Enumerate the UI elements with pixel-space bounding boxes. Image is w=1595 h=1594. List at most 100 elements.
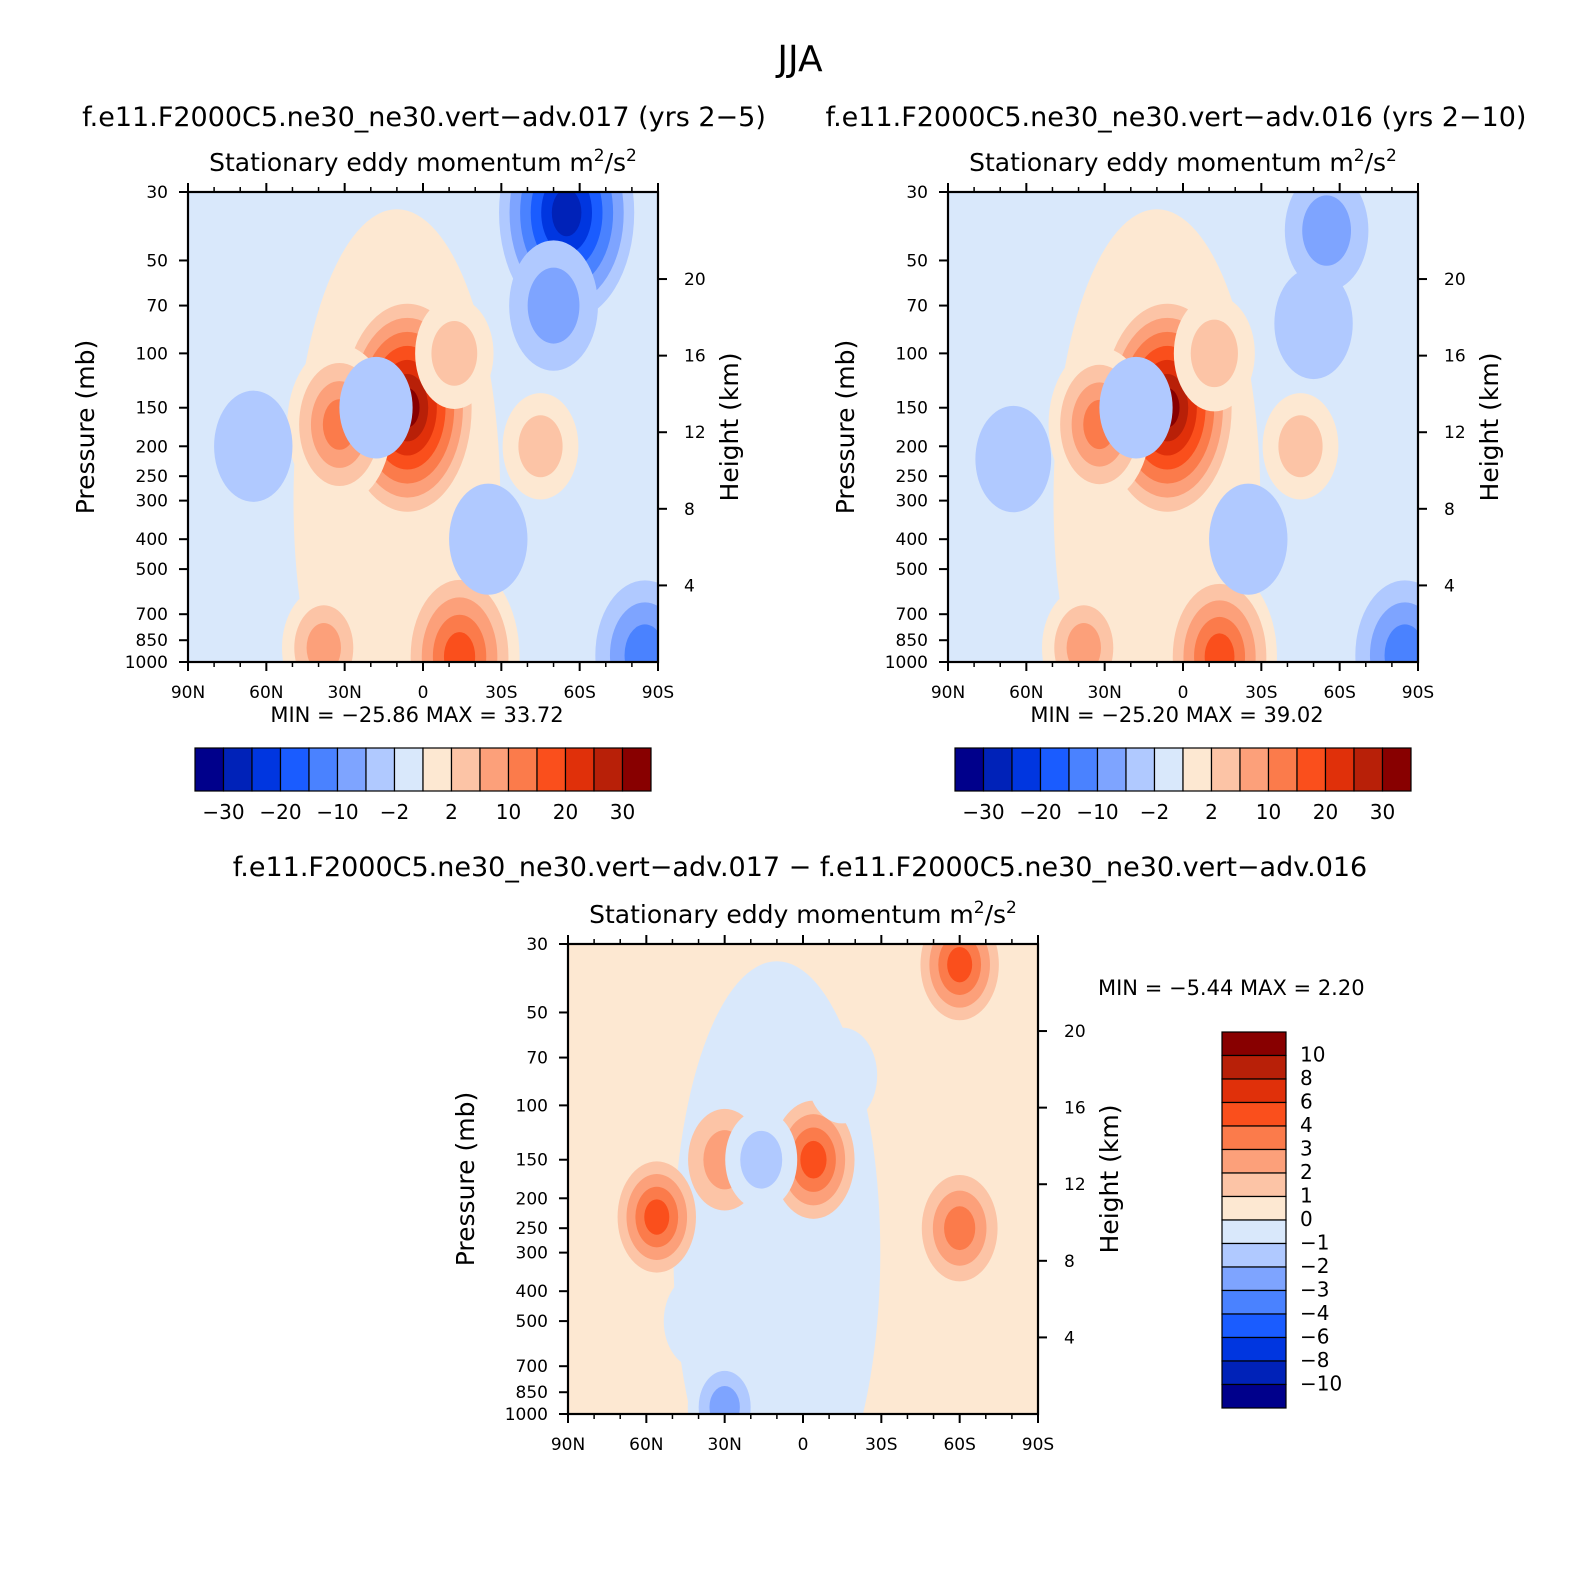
colorbar-label: 10 [1300,1043,1325,1067]
right-tick-label: 16 [1444,347,1466,367]
y-tick-label: 250 [136,467,168,487]
colorbar-box [251,747,282,792]
colorbar-box [1221,1195,1287,1221]
y-tick-label: 30 [906,183,928,203]
colorbar-box [1039,747,1070,792]
right-tick-label: 8 [684,500,695,520]
colorbar-label: 8 [1300,1066,1313,1090]
colorbar-box [450,747,481,792]
colorbar-label: −2 [1140,800,1169,824]
contour-blob [1204,633,1235,662]
colorbar-label: −20 [259,800,301,824]
y-tick-label: 500 [136,560,168,580]
panel-2-case-title: f.e11.F2000C5.ne30_ne30.vert−adv.016 (yr… [826,102,1527,133]
colorbar-label: 30 [1370,800,1395,824]
colorbar-box [1125,747,1156,792]
colorbar-label: −1 [1300,1231,1329,1255]
right-tick-label: 20 [1064,1022,1086,1042]
right-tick-label: 12 [684,423,706,443]
colorbar: −30 −20 −10 −2 2 10 20 30 [954,747,1412,824]
contour-field [188,192,658,662]
panel-3-case-title: f.e11.F2000C5.ne30_ne30.vert−adv.017 − f… [233,852,1368,883]
y-tick-label: 1000 [885,653,928,673]
y-tick-label: 400 [896,530,928,550]
contour-blob [663,1273,734,1369]
colorbar-box [1096,747,1127,792]
contour-blob [449,483,528,595]
colorbar-box [564,747,595,792]
x-tick-label: 60S [1323,683,1355,703]
colorbar-box [621,747,652,792]
colorbar-box [1221,1219,1287,1245]
colorbar: −30 −20 −10 −2 2 10 20 30 [194,747,652,824]
y-tick-label: 200 [896,437,928,457]
colorbar-label: 2 [1300,1160,1313,1184]
y-tick-label: 250 [516,1219,548,1239]
y-tick-label: 100 [896,344,928,364]
y-tick-label: 700 [896,605,928,625]
colorbar-box [1221,1101,1287,1127]
y-tick-label: 500 [896,560,928,580]
y-tick-label: 400 [136,530,168,550]
y-tick-label: 100 [136,344,168,364]
colorbar-box [1011,747,1042,792]
colorbar-box [336,747,367,792]
x-tick-label: 60N [249,683,283,703]
contour-blob [944,1206,976,1251]
x-tick-label: 30N [707,1435,741,1455]
right-tick-label: 12 [1064,1175,1086,1195]
y-tick-label: 700 [136,605,168,625]
contour-blob [431,320,478,386]
colorbar-box [1221,1054,1287,1080]
y-tick-label: 70 [146,297,168,317]
y-tick-label: 50 [146,251,168,271]
right-tick-label: 16 [684,347,706,367]
y-tick-label: 70 [526,1049,548,1069]
contour-blob [624,624,658,662]
contour-blob [214,390,293,502]
y-tick-label: 100 [516,1096,548,1116]
contour-blob [1066,622,1101,662]
y-tick-label: 300 [136,492,168,512]
colorbar-box [507,747,538,792]
panel-1-case-title: f.e11.F2000C5.ne30_ne30.vert−adv.017 (yr… [82,102,766,133]
min-max-stats: MIN = −25.20 MAX = 39.02 [1030,703,1323,727]
y-tick-label: 500 [516,1312,548,1332]
colorbar-box [1221,1172,1287,1198]
colorbar-label: −10 [1300,1372,1342,1396]
colorbar-box [1221,1242,1287,1268]
contour-blob [740,1130,783,1189]
y-tick-label: 50 [526,1003,548,1023]
contour-blob [1302,195,1352,266]
contour-field [948,192,1418,662]
x-tick-label: 90S [642,683,674,703]
x-tick-label: 90N [171,683,205,703]
contour-blob [306,622,341,662]
colorbar-box [1353,747,1384,792]
y-tick-label: 300 [896,492,928,512]
colorbar-label: 3 [1300,1137,1313,1161]
right-tick-label: 4 [684,576,695,596]
colorbar-box [479,747,510,792]
contour-blob [947,946,973,983]
y-tick-label: 850 [896,631,928,651]
x-tick-label: 0 [418,683,429,703]
x-tick-label: 30S [485,683,517,703]
contour-blob [709,1386,740,1414]
colorbar-label: −2 [380,800,409,824]
panel-title: Stationary eddy momentum m2/s2 [589,898,1017,929]
colorbar-box [222,747,253,792]
y-tick-label: 400 [516,1282,548,1302]
y-tick-label: 250 [896,467,928,487]
colorbar-label: 20 [553,800,578,824]
colorbar-box [308,747,339,792]
contour-blob [800,1140,827,1179]
colorbar-label: −30 [962,800,1004,824]
colorbar-box [1221,1031,1287,1057]
x-tick-label: 60N [629,1435,663,1455]
right-axis-label: Height (km) [715,353,744,502]
colorbar-label: −4 [1300,1301,1329,1325]
min-max-stats: MIN = −25.86 MAX = 33.72 [270,703,563,727]
colorbar-box [393,747,424,792]
